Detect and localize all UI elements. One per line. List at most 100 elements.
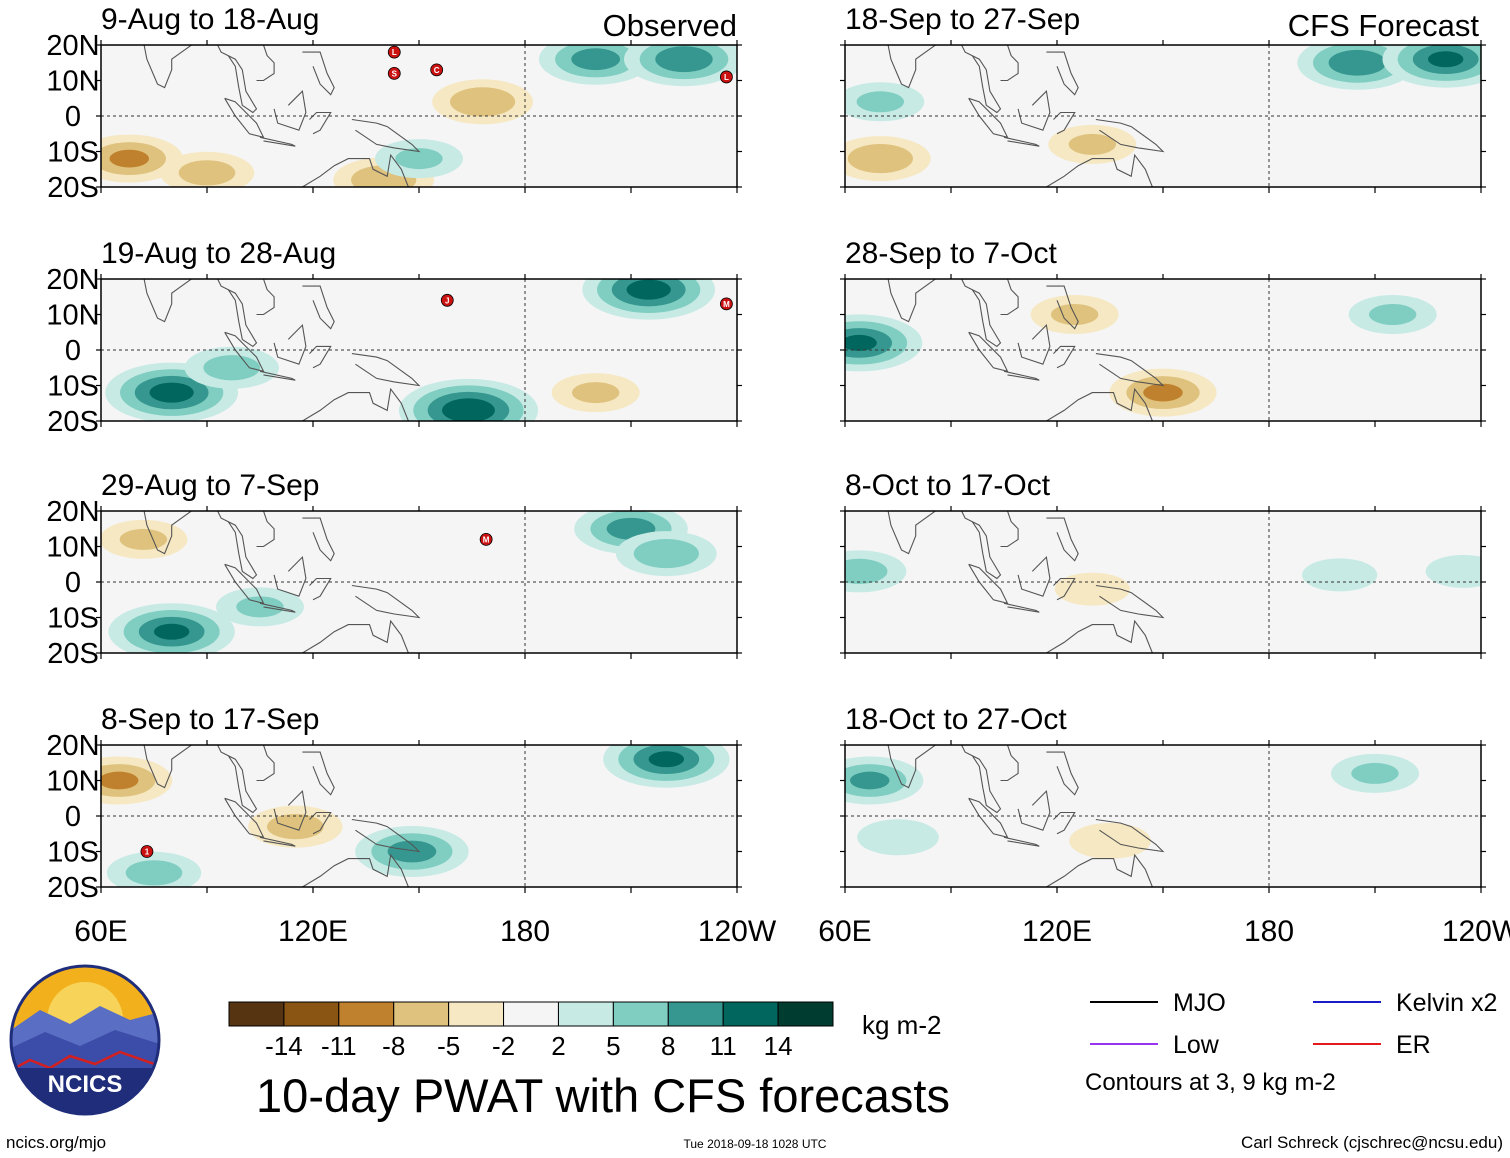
- colorbar-swatch: [448, 1001, 505, 1027]
- coastline: [1017, 789, 1051, 831]
- coastline: [309, 811, 332, 835]
- legend-label: MJO: [1173, 989, 1226, 1017]
- pwat-anomaly: [633, 539, 699, 569]
- figure-title: 10-day PWAT with CFS forecasts: [256, 1069, 950, 1122]
- observed-label: Observed: [603, 8, 737, 43]
- coastline: [1003, 836, 1040, 847]
- pwat-anomaly: [125, 860, 183, 886]
- coastline: [341, 229, 352, 240]
- storm-marker-dot: [140, 845, 154, 858]
- pwat-anomaly: [571, 382, 620, 404]
- coastline: [1045, 853, 1153, 887]
- coastline: [341, 461, 352, 472]
- storm-marker: L: [720, 70, 733, 84]
- x-tick-label: 60E: [818, 915, 871, 948]
- map-panel: 28-Sep to 7-Oct: [840, 237, 1486, 427]
- y-tick-label: 20S: [47, 172, 99, 204]
- coastline: [1045, 153, 1153, 187]
- logo-line: [11, 1050, 159, 1072]
- coastline: [1003, 602, 1040, 613]
- coastline: [301, 387, 409, 421]
- pwat-anomaly: [178, 160, 236, 186]
- y-tick-label: 10S: [47, 837, 99, 869]
- coastline: [302, 285, 335, 330]
- coastline: [309, 345, 332, 369]
- logo-text: NCICS: [48, 1071, 123, 1098]
- pwat-anomaly: [101, 771, 139, 790]
- panel-title: 29-Aug to 7-Sep: [101, 469, 319, 502]
- storm-marker: L: [387, 45, 401, 59]
- coastline: [1046, 285, 1079, 330]
- y-tick-label: 10N: [46, 66, 99, 98]
- pwat-anomaly: [849, 771, 890, 790]
- coastline: [1085, 695, 1096, 706]
- x-tick-label: 120W: [1442, 915, 1510, 948]
- coastline: [1085, 0, 1096, 6]
- pwat-anomaly: [856, 91, 905, 113]
- y-tick-label: 20N: [46, 30, 99, 62]
- y-tick-label: 20S: [47, 406, 99, 438]
- colorbar-tick-label: -2: [492, 1031, 515, 1061]
- pwat-anomaly: [1351, 762, 1399, 784]
- colorbar-swatch: [503, 1001, 559, 1027]
- x-tick-label: 180: [1244, 915, 1294, 948]
- storm-marker-dot: [720, 297, 733, 311]
- pwat-anomaly: [109, 149, 150, 168]
- pwat-anomaly: [442, 398, 495, 421]
- pwat-anomaly: [395, 148, 443, 170]
- colorbar-tick-label: 5: [606, 1031, 620, 1061]
- storm-marker-label: 1: [145, 848, 150, 857]
- storm-marker-label: J: [445, 296, 449, 305]
- colorbar-tick-label: -5: [437, 1031, 460, 1061]
- pwat-anomaly: [1143, 383, 1183, 402]
- coastline: [309, 111, 332, 135]
- coastline: [273, 323, 307, 365]
- coastline: [143, 511, 258, 580]
- y-tick-label: 20N: [46, 264, 99, 296]
- map-panel: 18-Sep to 27-Sep: [840, 0, 1486, 193]
- coastline: [1017, 323, 1051, 365]
- coastline: [259, 136, 296, 147]
- coastline: [1053, 811, 1076, 835]
- legend-item: MJO: [1090, 989, 1226, 1017]
- coastline: [1095, 118, 1165, 153]
- coastline: [1017, 90, 1051, 131]
- coastline: [1053, 111, 1076, 135]
- colorbar-tick-label: 8: [661, 1031, 675, 1061]
- x-tick-label: 120E: [278, 915, 348, 948]
- pwat-anomaly: [1425, 554, 1481, 588]
- pwat-anomaly: [1068, 133, 1117, 155]
- coastline: [1085, 461, 1096, 472]
- coastline: [1003, 370, 1040, 381]
- map-panel: 8-Oct to 17-Oct: [840, 461, 1486, 659]
- y-tick-label: 20N: [46, 496, 99, 528]
- colorbar-swatch: [612, 1001, 669, 1027]
- coastline: [341, 695, 352, 706]
- y-tick-label: 0: [65, 101, 81, 133]
- storm-marker: M: [720, 297, 733, 311]
- storm-marker-label: C: [434, 66, 440, 75]
- colorbar-tick-label: 11: [710, 1031, 737, 1061]
- legend: MJO Low Kelvin x2 ER Contours at 3, 9 kg m-2: [1085, 989, 1497, 1096]
- colorbar-swatch: [667, 1001, 724, 1027]
- colorbar-swatch: [338, 1001, 395, 1027]
- pwat-anomaly: [119, 528, 168, 550]
- pwat-anomaly: [1302, 558, 1378, 592]
- storm-marker-dot: [720, 70, 733, 84]
- coastline: [1095, 353, 1165, 387]
- storm-marker: M: [479, 533, 493, 546]
- pwat-anomaly: [626, 279, 671, 300]
- legend-item: Low: [1090, 1031, 1220, 1059]
- pwat-anomaly: [648, 751, 685, 768]
- panel-title: 9-Aug to 18-Aug: [101, 3, 319, 36]
- coastline: [1095, 818, 1165, 853]
- coastline: [309, 577, 332, 601]
- colorbar-tick-label: 2: [551, 1031, 565, 1061]
- storm-marker-dot: [387, 45, 401, 59]
- panel-title: 28-Sep to 7-Oct: [845, 237, 1057, 270]
- colorbar: -14 -11 -8 -5 -2 2 5 8 11 14 kg m-2: [228, 1001, 941, 1061]
- coastline: [341, 0, 352, 6]
